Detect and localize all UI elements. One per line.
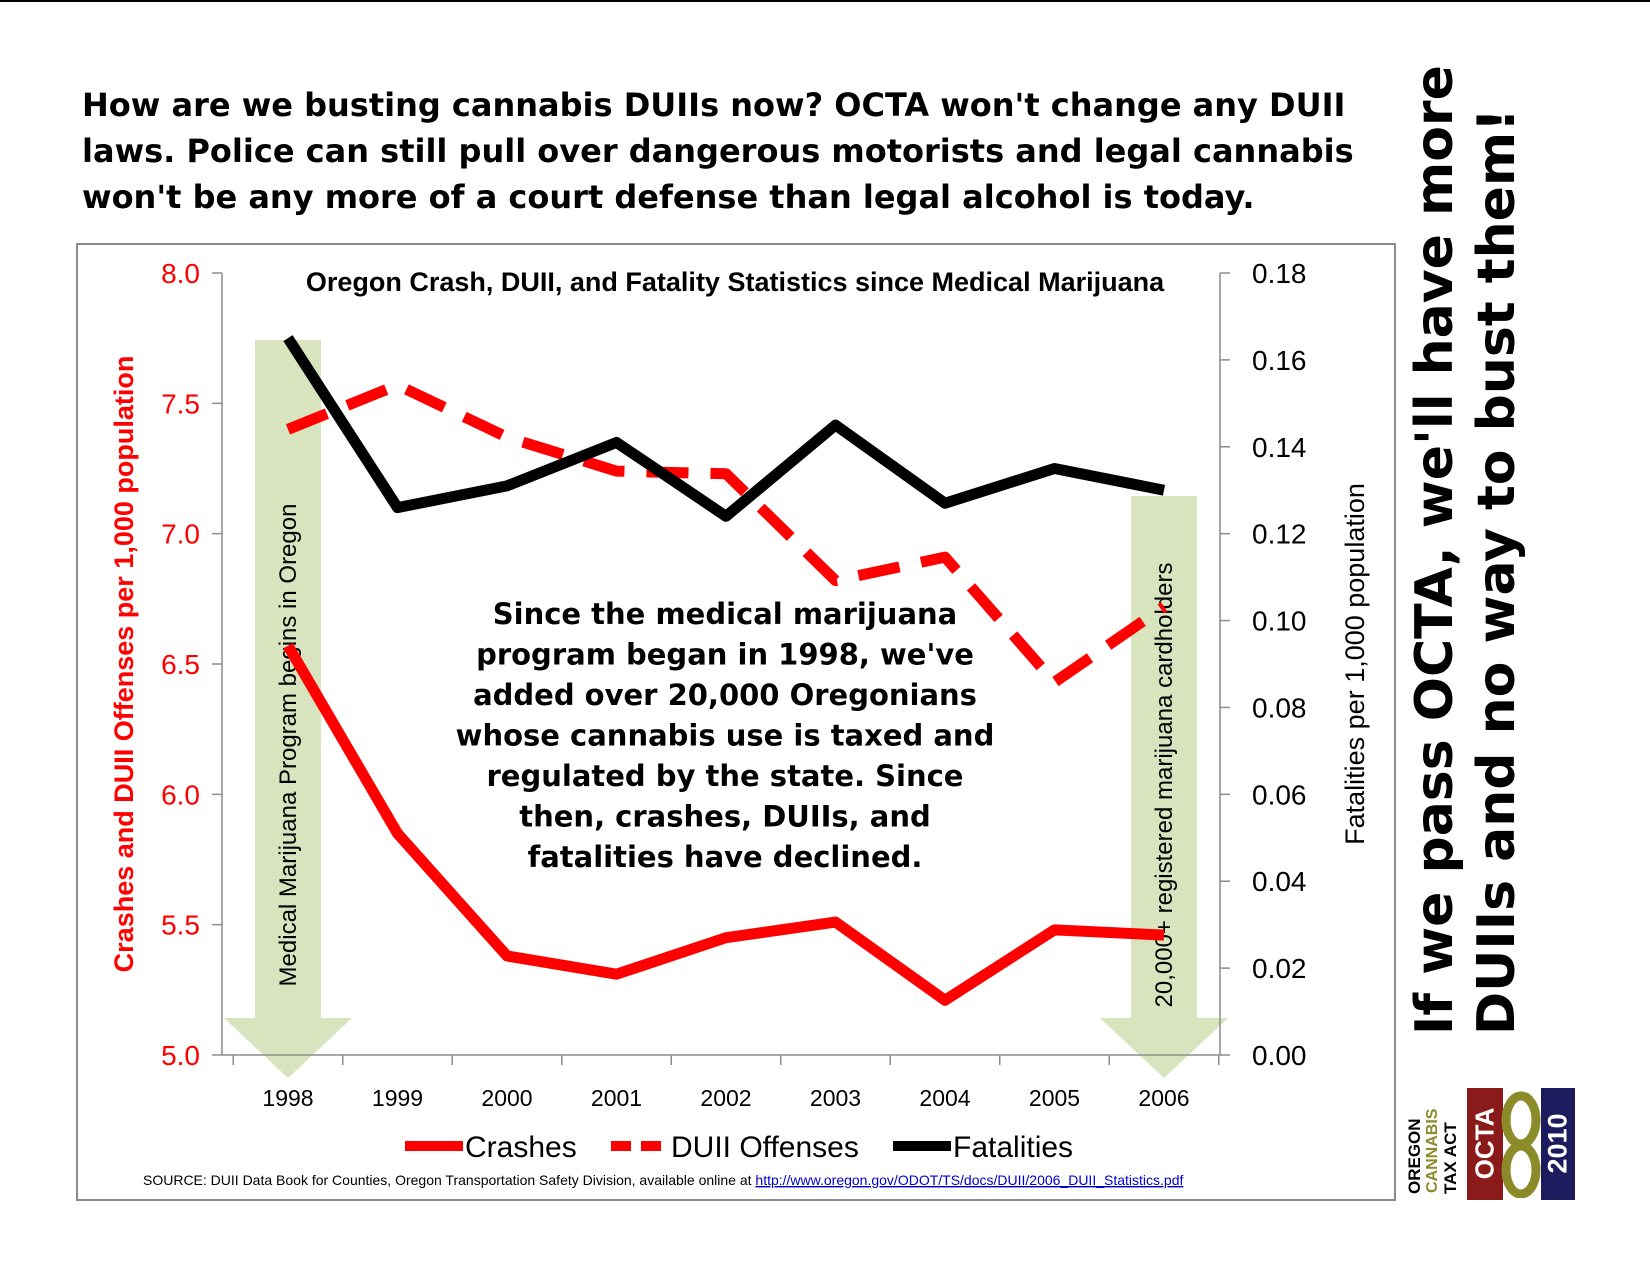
x-tick-label: 2006 — [1138, 1085, 1189, 1111]
x-tick-label: 2005 — [1029, 1085, 1080, 1111]
left-tick-label: 6.5 — [161, 649, 200, 680]
slogan-line-2: DUIIs and no way to bust them! — [1467, 108, 1527, 1035]
x-tick-label: 1998 — [262, 1085, 313, 1111]
logo-cannabis: CANNABIS — [1424, 1108, 1441, 1193]
x-tick-label: 2001 — [591, 1085, 642, 1111]
center-annotation-line: added over 20,000 Oregonians — [473, 678, 977, 712]
source-prefix: SOURCE: DUII Data Book for Counties, Ore… — [143, 1172, 755, 1188]
x-tick-label: 2000 — [481, 1085, 532, 1111]
octa-logo: OREGON CANNABIS TAX ACT OCTA 2010 — [1403, 1088, 1575, 1200]
center-annotation-line: fatalities have declined. — [528, 840, 923, 874]
center-annotation-line: then, crashes, DUIIs, and — [519, 800, 931, 834]
logo-oregon: OREGON — [1405, 1118, 1424, 1194]
legend-label: DUII Offenses — [671, 1131, 859, 1164]
x-tick-label: 1999 — [372, 1085, 423, 1111]
left-arrow-label: Medical Marijuana Program begins in Oreg… — [275, 504, 302, 987]
center-annotation-line: Since the medical marijuana — [493, 597, 957, 631]
logo-red-block — [1467, 1088, 1503, 1200]
source-link[interactable]: http://www.oregon.gov/ODOT/TS/docs/DUII/… — [755, 1172, 1183, 1188]
right-tick-label: 0.10 — [1252, 606, 1307, 637]
left-arrow-shape — [224, 340, 352, 1078]
logo-navy-block — [1541, 1088, 1575, 1200]
right-tick-label: 0.18 — [1252, 258, 1307, 289]
slogan-line-1: If we pass OCTA, we'll have more — [1405, 65, 1465, 1035]
left-tick-label: 8.0 — [161, 258, 200, 289]
legend-label: Crashes — [465, 1131, 577, 1164]
top-border — [0, 0, 1650, 2]
right-tick-label: 0.00 — [1252, 1040, 1307, 1071]
x-tick-label: 2002 — [700, 1085, 751, 1111]
series-line-fatalities — [283, 335, 1166, 522]
chart-title: Oregon Crash, DUII, and Fatality Statist… — [306, 267, 1165, 297]
logo-eight-icon — [1501, 1091, 1541, 1198]
center-annotation-line: regulated by the state. Since — [487, 759, 964, 793]
legend-label: Fatalities — [953, 1131, 1073, 1164]
left-tick-label: 7.0 — [161, 519, 200, 550]
right-tick-label: 0.16 — [1252, 345, 1307, 376]
right-tick-label: 0.12 — [1252, 519, 1307, 550]
series-line-duii-offenses — [285, 379, 1168, 688]
headline-text: How are we busting cannabis DUIIs now? O… — [82, 86, 1354, 216]
x-tick-label: 2003 — [810, 1085, 861, 1111]
right-axis-title: Fatalities per 1,000 population — [1340, 483, 1370, 845]
right-tick-label: 0.08 — [1252, 692, 1307, 723]
center-annotation-line: program began in 1998, we've — [476, 638, 974, 672]
series-line-crashes — [283, 642, 1165, 1006]
logo-year: 2010 — [1542, 1113, 1573, 1174]
right-tick-label: 0.04 — [1252, 866, 1307, 897]
x-tick-label: 2004 — [919, 1085, 970, 1111]
right-tick-label: 0.14 — [1252, 432, 1307, 463]
left-tick-label: 5.0 — [161, 1040, 200, 1071]
logo-taxact: TAX ACT — [1441, 1122, 1460, 1194]
left-axis-title: Crashes and DUII Offenses per 1,000 popu… — [109, 356, 139, 973]
right-tick-label: 0.06 — [1252, 779, 1307, 810]
right-arrow-label: 20,000+ registered marijuana cardholders — [1151, 563, 1178, 1008]
left-tick-label: 6.0 — [161, 779, 200, 810]
chart-frame — [76, 243, 1396, 1201]
right-tick-label: 0.02 — [1252, 953, 1307, 984]
logo-octa: OCTA — [1469, 1107, 1500, 1180]
source-text: SOURCE: DUII Data Book for Counties, Ore… — [143, 1172, 1183, 1188]
center-annotation-line: whose cannabis use is taxed and — [456, 719, 995, 753]
left-tick-label: 7.5 — [161, 388, 200, 419]
left-tick-label: 5.5 — [161, 910, 200, 941]
